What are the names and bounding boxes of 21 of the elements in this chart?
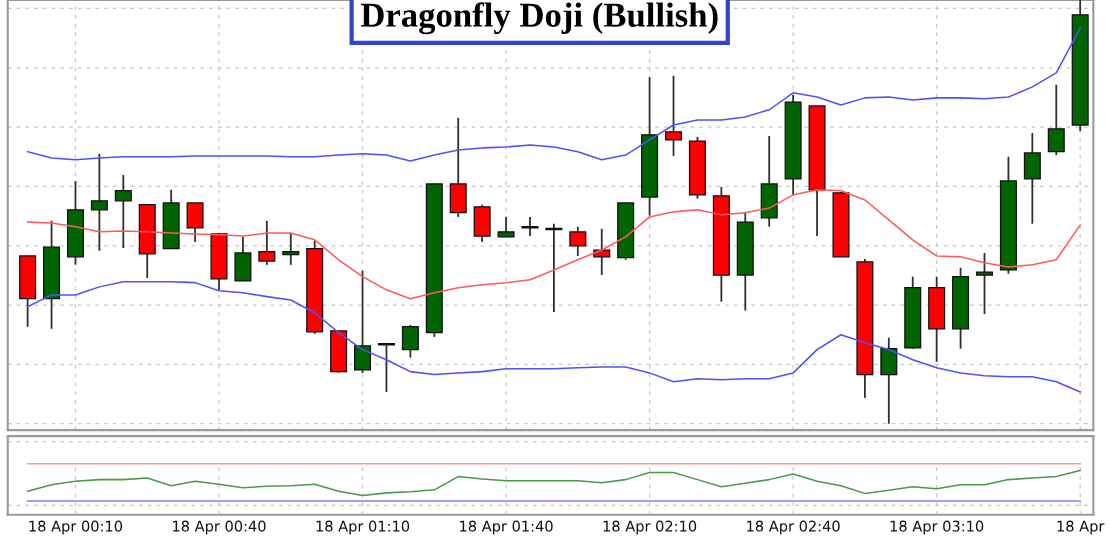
candlestick (377, 341, 395, 393)
candlestick (497, 216, 515, 238)
candlestick (975, 252, 994, 315)
x-tick-label: 18 Apr 03:10 (890, 520, 984, 535)
candlestick (521, 216, 539, 237)
x-tick-label: 18 Apr 01:40 (460, 520, 553, 535)
candlestick (1047, 83, 1065, 156)
x-tick-label: 18 Apr 01:10 (316, 520, 410, 535)
candlestick (569, 225, 587, 257)
x-tick-label: 18 Apr (1057, 520, 1105, 535)
x-tick-label: 18 Apr 02:10 (603, 520, 697, 535)
candlestick (114, 174, 132, 249)
candlestick (664, 74, 683, 157)
candlestick (90, 152, 108, 252)
candlestick (401, 324, 419, 359)
x-tick-label: 18 Apr 00:40 (173, 520, 266, 535)
x-tick-label: 18 Apr 02:40 (747, 520, 840, 535)
candlestick (258, 219, 276, 266)
chart-title: Dragonfly Doji (Bullish) (360, 2, 718, 35)
candlestick (282, 232, 300, 266)
x-tick-label: 18 Apr 00:10 (29, 520, 123, 535)
